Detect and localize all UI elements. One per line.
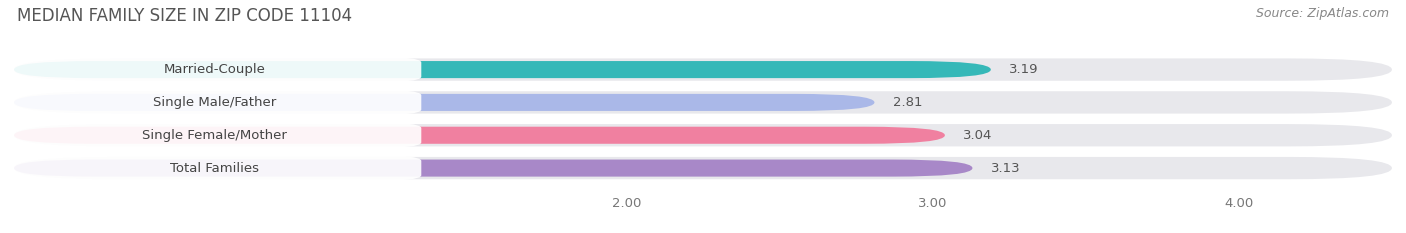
- FancyBboxPatch shape: [8, 56, 422, 83]
- Text: 3.04: 3.04: [963, 129, 993, 142]
- Text: 3.13: 3.13: [991, 161, 1021, 175]
- Text: Source: ZipAtlas.com: Source: ZipAtlas.com: [1256, 7, 1389, 20]
- FancyBboxPatch shape: [8, 122, 422, 148]
- Text: 2.81: 2.81: [893, 96, 922, 109]
- FancyBboxPatch shape: [14, 124, 1392, 146]
- FancyBboxPatch shape: [8, 89, 422, 116]
- Text: MEDIAN FAMILY SIZE IN ZIP CODE 11104: MEDIAN FAMILY SIZE IN ZIP CODE 11104: [17, 7, 352, 25]
- FancyBboxPatch shape: [14, 94, 875, 111]
- FancyBboxPatch shape: [14, 157, 1392, 179]
- FancyBboxPatch shape: [14, 91, 1392, 113]
- Text: Single Female/Mother: Single Female/Mother: [142, 129, 287, 142]
- Text: 3.19: 3.19: [1010, 63, 1039, 76]
- FancyBboxPatch shape: [14, 58, 1392, 81]
- Text: Total Families: Total Families: [170, 161, 259, 175]
- FancyBboxPatch shape: [14, 160, 973, 177]
- FancyBboxPatch shape: [8, 155, 422, 181]
- FancyBboxPatch shape: [14, 127, 945, 144]
- Text: Single Male/Father: Single Male/Father: [153, 96, 276, 109]
- Text: Married-Couple: Married-Couple: [163, 63, 266, 76]
- FancyBboxPatch shape: [14, 61, 991, 78]
